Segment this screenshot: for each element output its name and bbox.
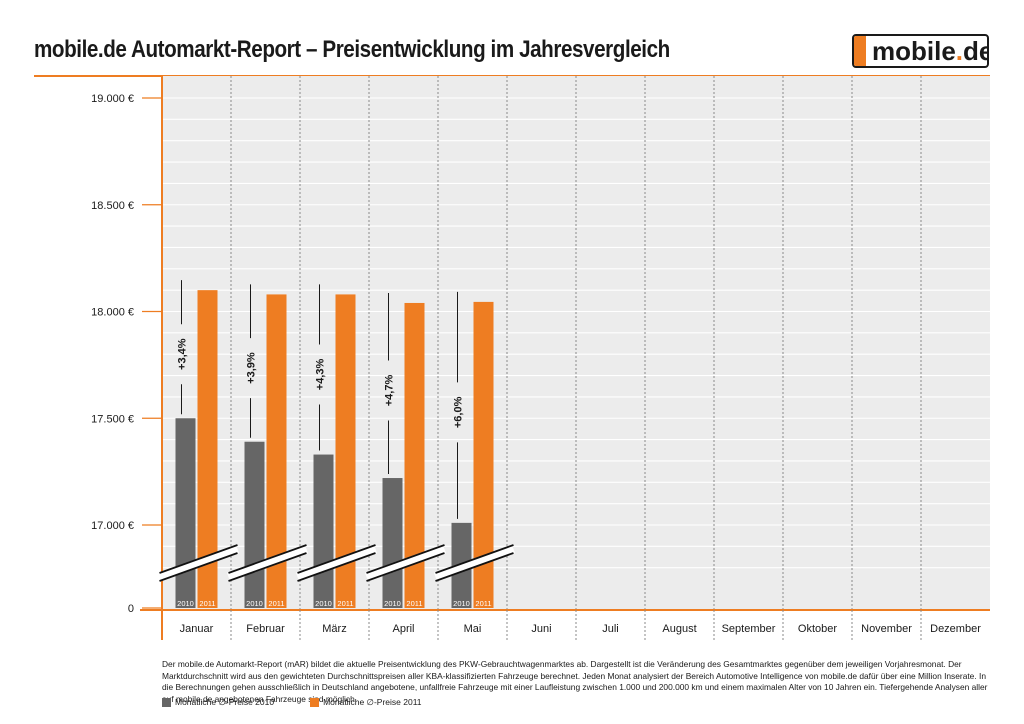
bar-year-label-2010: 2010 bbox=[177, 599, 194, 608]
y-tick-label: 17.000 € bbox=[91, 520, 134, 532]
axis-break-line bbox=[297, 544, 376, 574]
bar-year-label-2011: 2011 bbox=[406, 599, 422, 608]
bar-2011 bbox=[266, 294, 287, 608]
x-tick-label: August bbox=[662, 623, 696, 635]
x-tick-label: Dezember bbox=[930, 623, 981, 635]
bar-year-label-2011: 2011 bbox=[268, 599, 284, 608]
bar-year-label-2011: 2011 bbox=[475, 599, 491, 608]
axis-break-line bbox=[228, 552, 307, 582]
legend-swatch-2010 bbox=[162, 698, 171, 707]
x-tick-label: Februar bbox=[246, 623, 285, 635]
change-label: +6,0% bbox=[453, 396, 465, 428]
mobile-de-logo: mobile.de bbox=[852, 34, 989, 68]
axis-break-line bbox=[228, 544, 307, 574]
page-title: mobile.de Automarkt-Report – Preisentwic… bbox=[34, 36, 670, 63]
bar-year-label-2010: 2010 bbox=[453, 599, 470, 608]
axis-break-gap bbox=[226, 544, 309, 582]
axis-break-gap bbox=[157, 544, 240, 582]
bar-year-label-2011: 2011 bbox=[337, 599, 353, 608]
axis-break-line bbox=[159, 544, 238, 574]
bar-2011 bbox=[197, 290, 218, 608]
y-tick-label: 0 bbox=[128, 603, 134, 615]
x-tick-label: April bbox=[392, 623, 414, 635]
y-tick-label: 18.000 € bbox=[91, 307, 134, 319]
change-label: +3,4% bbox=[177, 338, 189, 370]
bar-2010 bbox=[175, 418, 196, 608]
logo-text-tld: de bbox=[963, 36, 987, 66]
axis-break-gap bbox=[295, 544, 378, 582]
axis-break-line bbox=[366, 552, 445, 582]
bar-2011 bbox=[404, 302, 425, 608]
footnote-text: Der mobile.de Automarkt-Report (mAR) bil… bbox=[162, 659, 988, 704]
change-label: +4,3% bbox=[315, 359, 327, 391]
bar-2010 bbox=[382, 478, 403, 608]
bar-2011 bbox=[473, 301, 494, 608]
legend-swatch-2011 bbox=[310, 698, 320, 707]
axis-break-line bbox=[366, 544, 445, 574]
x-tick-label: Januar bbox=[180, 623, 214, 635]
legend-item-2011: Monatliche ∅-Preise 2011 bbox=[310, 697, 422, 708]
y-tick-label: 18.500 € bbox=[91, 200, 134, 212]
y-tick-label: 17.500 € bbox=[91, 413, 134, 425]
y-tick-label: 19.000 € bbox=[91, 93, 134, 105]
bar-year-label-2010: 2010 bbox=[384, 599, 401, 608]
axis-break-line bbox=[159, 552, 238, 582]
axis-break-line bbox=[297, 552, 376, 582]
logo-text-dot: . bbox=[955, 36, 964, 66]
bar-2010 bbox=[244, 441, 265, 608]
bar-year-label-2010: 2010 bbox=[246, 599, 263, 608]
logo-text-main: mobile bbox=[872, 36, 956, 66]
x-tick-label: Juni bbox=[531, 623, 551, 635]
legend-item-2010: Monatliche ∅-Preise 2010 bbox=[162, 697, 274, 708]
x-tick-label: Juli bbox=[602, 623, 619, 635]
bar-2010 bbox=[313, 454, 334, 608]
x-tick-label: März bbox=[322, 623, 346, 635]
legend: Monatliche ∅-Preise 2010 Monatliche ∅-Pr… bbox=[162, 697, 458, 708]
x-tick-label: November bbox=[861, 623, 912, 635]
bar-2011 bbox=[335, 294, 356, 608]
legend-label-2011: Monatliche ∅-Preise 2011 bbox=[323, 697, 422, 707]
axis-break-gap bbox=[433, 544, 516, 582]
legend-label-2010: Monatliche ∅-Preise 2010 bbox=[175, 697, 275, 707]
bar-year-label-2011: 2011 bbox=[199, 599, 215, 608]
axis-break-gap bbox=[364, 544, 447, 582]
x-tick-label: Mai bbox=[464, 623, 482, 635]
change-label: +4,7% bbox=[384, 375, 396, 407]
x-tick-label: September bbox=[722, 623, 776, 635]
x-tick-label: Oktober bbox=[798, 623, 837, 635]
logo-orange-tab bbox=[854, 36, 866, 66]
axis-break-line bbox=[435, 544, 514, 574]
bar-year-label-2010: 2010 bbox=[315, 599, 332, 608]
change-label: +3,9% bbox=[246, 352, 258, 384]
axis-break-line bbox=[435, 552, 514, 582]
